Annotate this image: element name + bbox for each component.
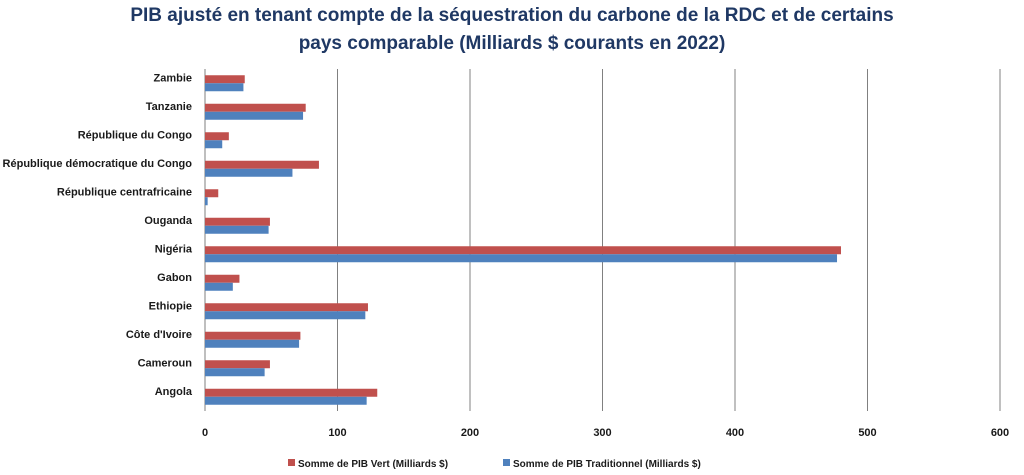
category-label-9: Côte d'Ivoire	[126, 329, 192, 341]
bar-pib-traditionnel-6	[205, 254, 838, 263]
category-label-0: Zambie	[153, 72, 192, 84]
bars	[205, 75, 841, 405]
bar-pib-traditionnel-7	[205, 282, 233, 291]
legend-label-pib-traditionnel: Somme de PIB Traditionnel (Milliards $)	[513, 459, 701, 470]
x-tick-label-0: 0	[202, 427, 208, 439]
legend-label-pib-vert: Somme de PIB Vert (Milliards $)	[298, 459, 448, 470]
x-tick-label-400: 400	[726, 427, 744, 439]
category-label-5: Ouganda	[144, 215, 193, 227]
category-label-6: Nigéria	[155, 243, 193, 255]
bar-pib-vert-10	[205, 360, 270, 369]
bar-pib-traditionnel-8	[205, 311, 366, 320]
legend: Somme de PIB Vert (Milliards $) Somme de…	[288, 459, 701, 470]
category-label-4: République centrafricaine	[57, 186, 192, 198]
legend-swatch-pib-traditionnel	[503, 459, 510, 466]
category-label-7: Gabon	[157, 272, 192, 284]
bar-pib-vert-7	[205, 274, 240, 283]
bar-pib-traditionnel-5	[205, 225, 269, 234]
legend-swatch-pib-vert	[288, 459, 295, 466]
bar-pib-traditionnel-4	[205, 197, 208, 206]
x-tick-label-600: 600	[991, 427, 1009, 439]
category-label-3: République démocratique du Congo	[3, 158, 193, 170]
category-labels: Zambie Tanzanie République du Congo Républi…	[3, 72, 193, 398]
x-tick-label-300: 300	[593, 427, 611, 439]
bar-pib-vert-3	[205, 160, 319, 169]
bar-pib-traditionnel-0	[205, 83, 244, 92]
bar-pib-vert-9	[205, 331, 301, 340]
bar-pib-vert-8	[205, 303, 368, 312]
bar-pib-vert-5	[205, 217, 270, 226]
bar-pib-traditionnel-1	[205, 111, 304, 120]
bar-pib-vert-4	[205, 189, 219, 198]
bar-pib-traditionnel-10	[205, 368, 265, 377]
bar-pib-vert-2	[205, 132, 229, 141]
bar-pib-traditionnel-2	[205, 140, 223, 149]
category-label-8: Ethiopie	[149, 300, 192, 312]
category-label-11: Angola	[155, 386, 193, 398]
bar-pib-traditionnel-3	[205, 168, 293, 177]
x-tick-label-500: 500	[858, 427, 876, 439]
category-label-2: République du Congo	[78, 129, 193, 141]
x-tick-label-100: 100	[328, 427, 346, 439]
x-axis-tick-labels: 0 100 200 300 400 500 600	[202, 427, 1009, 439]
x-tick-label-200: 200	[461, 427, 479, 439]
chart-title-line-2: pays comparable (Milliards $ courants en…	[299, 33, 726, 54]
bar-pib-vert-11	[205, 388, 378, 397]
bar-pib-traditionnel-9	[205, 339, 300, 348]
bar-pib-traditionnel-11	[205, 396, 367, 405]
gridlines	[204, 69, 1001, 411]
bar-pib-vert-0	[205, 75, 245, 84]
category-label-1: Tanzanie	[146, 101, 192, 113]
bar-pib-vert-1	[205, 103, 306, 112]
bar-pib-vert-6	[205, 246, 841, 255]
category-label-10: Cameroun	[138, 357, 193, 369]
chart-title-line-1: PIB ajusté en tenant compte de la séques…	[130, 5, 893, 26]
